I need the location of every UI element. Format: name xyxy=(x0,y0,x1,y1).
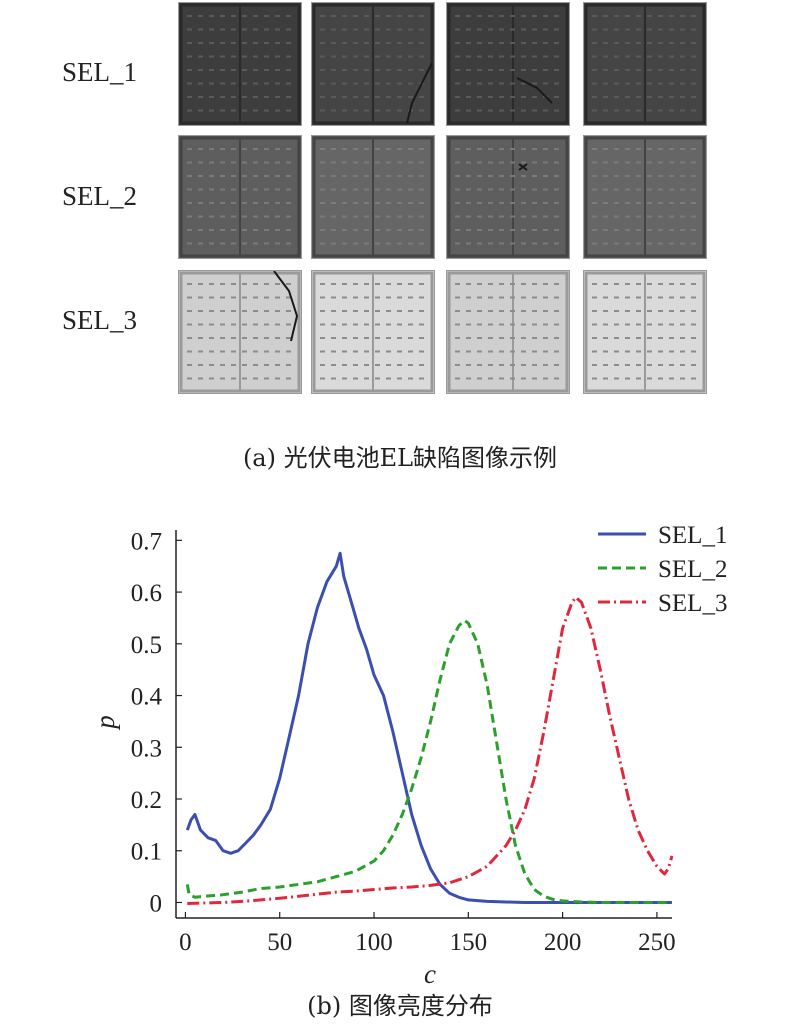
row-label-2: SEL_2 xyxy=(62,181,138,211)
el-cell-image xyxy=(583,270,707,394)
x-tick-label: 150 xyxy=(450,929,488,956)
chart-axes: 0 50 100 150 200 250 0 0.1 0.2 0.3 0.4 0.5 0.6 0.7 xyxy=(131,528,676,956)
el-cell-image xyxy=(178,2,302,126)
el-cell-image xyxy=(583,2,707,126)
caption-b: (b) 图像亮度分布 xyxy=(307,992,493,1020)
el-cell-image xyxy=(311,135,435,259)
row-label-1: SEL_1 xyxy=(62,57,138,87)
x-tick-label: 200 xyxy=(544,929,582,956)
y-tick-label: 0.4 xyxy=(131,684,163,711)
chart-legend: SEL_1 SEL_2 SEL_3 xyxy=(598,522,727,617)
x-tick-label: 100 xyxy=(355,929,393,956)
el-cell-image xyxy=(311,270,435,394)
legend-label: SEL_1 xyxy=(658,522,727,549)
chart-series xyxy=(185,551,674,905)
x-tick-label: 0 xyxy=(179,929,192,956)
row-label-3: SEL_3 xyxy=(62,305,138,335)
series-line-sel-3 xyxy=(187,595,674,905)
caption-a: (a) 光伏电池EL缺陷图像示例 xyxy=(242,444,558,472)
y-tick-label: 0.3 xyxy=(131,735,162,762)
series-line-sel-1 xyxy=(185,551,672,904)
y-tick-label: 0.6 xyxy=(131,580,162,607)
x-tick-label: 250 xyxy=(638,929,676,956)
el-cell-image xyxy=(178,135,302,259)
el-cell-image xyxy=(311,2,435,126)
legend-label: SEL_3 xyxy=(658,590,727,617)
el-cell-image xyxy=(446,2,570,126)
series-line-sel-2 xyxy=(185,619,672,904)
y-tick-label: 0 xyxy=(150,890,163,917)
el-cell-image xyxy=(446,270,570,394)
el-cell-image xyxy=(583,135,707,259)
legend-label: SEL_2 xyxy=(658,556,727,583)
el-cell-image xyxy=(178,270,302,394)
x-tick-label: 50 xyxy=(267,929,292,956)
brightness-distribution-chart: 0 50 100 150 200 250 0 0.1 0.2 0.3 0.4 0.5 0.6 0.7 SE… xyxy=(90,522,727,989)
x-axis-label: c xyxy=(424,959,436,989)
el-cell-image xyxy=(446,135,570,259)
y-tick-label: 0.7 xyxy=(131,528,162,555)
y-tick-label: 0.5 xyxy=(131,632,162,659)
y-tick-label: 0.2 xyxy=(131,787,162,814)
y-tick-label: 0.1 xyxy=(131,839,162,866)
y-axis-label: p xyxy=(90,715,120,731)
